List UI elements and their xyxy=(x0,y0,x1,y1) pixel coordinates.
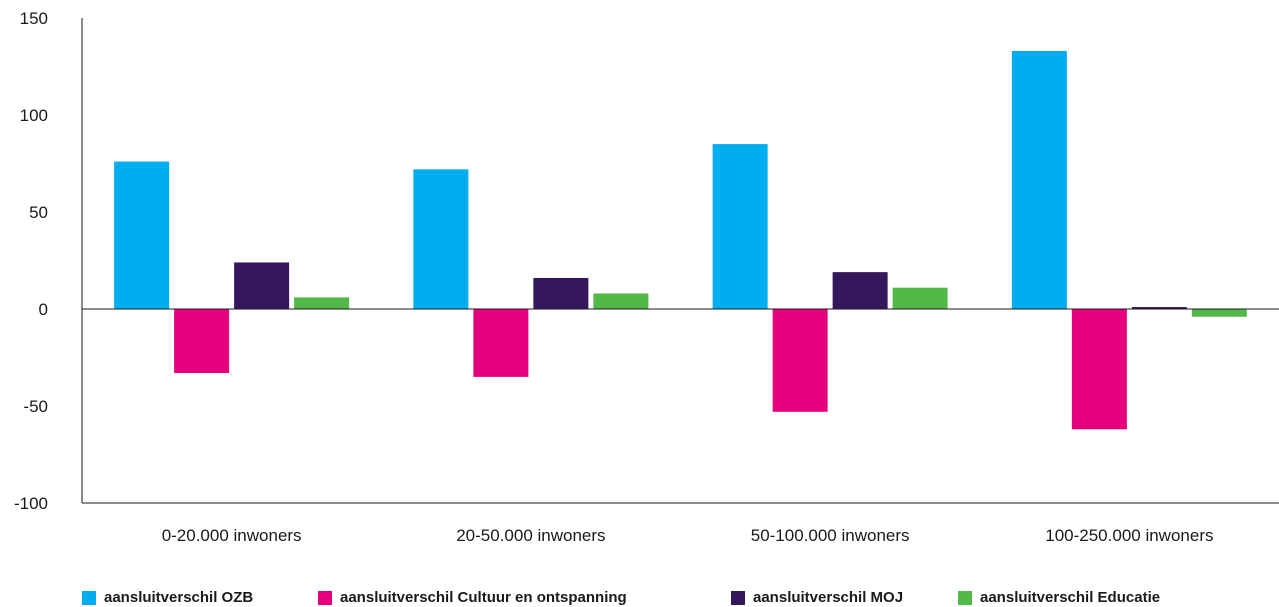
bar xyxy=(892,287,948,309)
y-tick-label: 100 xyxy=(20,106,48,125)
bar xyxy=(1011,50,1067,309)
bars xyxy=(114,50,1247,430)
legend-swatch xyxy=(82,590,96,605)
y-tick-label: -50 xyxy=(23,397,48,416)
x-tick-label: 100-250.000 inwoners xyxy=(1045,526,1213,545)
y-tick-label: 0 xyxy=(39,300,48,319)
legend-label: aansluitverschil OZB xyxy=(104,589,254,606)
x-tick-label: 20-50.000 inwoners xyxy=(456,526,605,545)
x-axis-category-labels: 0-20.000 inwoners 20-50.000 inwoners 50-10… xyxy=(162,526,1214,545)
legend-item: aansluitverschil Educatie xyxy=(958,589,1160,606)
legend-label: aansluitverschil Educatie xyxy=(980,589,1161,606)
bar xyxy=(712,144,768,309)
legend-item: aansluitverschil MOJ xyxy=(731,589,903,606)
legend-swatch xyxy=(958,590,972,605)
bar xyxy=(473,309,529,377)
bar xyxy=(832,272,888,309)
bar xyxy=(593,293,649,309)
bar xyxy=(234,262,290,309)
bar xyxy=(1191,309,1247,317)
x-tick-label: 50-100.000 inwoners xyxy=(751,526,910,545)
bar xyxy=(533,277,589,309)
legend-swatch xyxy=(731,590,745,605)
bar xyxy=(413,169,469,309)
bar xyxy=(1071,309,1127,430)
bar xyxy=(174,309,230,374)
legend-item: aansluitverschil Cultuur en ontspanning xyxy=(318,589,627,606)
y-axis-ticks: 150 100 50 0 -50 -100 xyxy=(14,9,48,513)
bar xyxy=(114,161,170,309)
y-tick-label: 150 xyxy=(20,9,48,28)
bar xyxy=(1131,307,1187,309)
bar xyxy=(772,309,828,412)
y-tick-label: 50 xyxy=(29,203,48,222)
legend-item: aansluitverschil OZB xyxy=(82,589,253,606)
legend-swatch xyxy=(318,590,332,605)
legend-label: aansluitverschil Cultuur en ontspanning xyxy=(340,589,627,606)
bar xyxy=(294,297,350,309)
x-tick-label: 0-20.000 inwoners xyxy=(162,526,302,545)
legend-label: aansluitverschil MOJ xyxy=(753,589,904,606)
y-tick-label: -100 xyxy=(14,494,48,513)
